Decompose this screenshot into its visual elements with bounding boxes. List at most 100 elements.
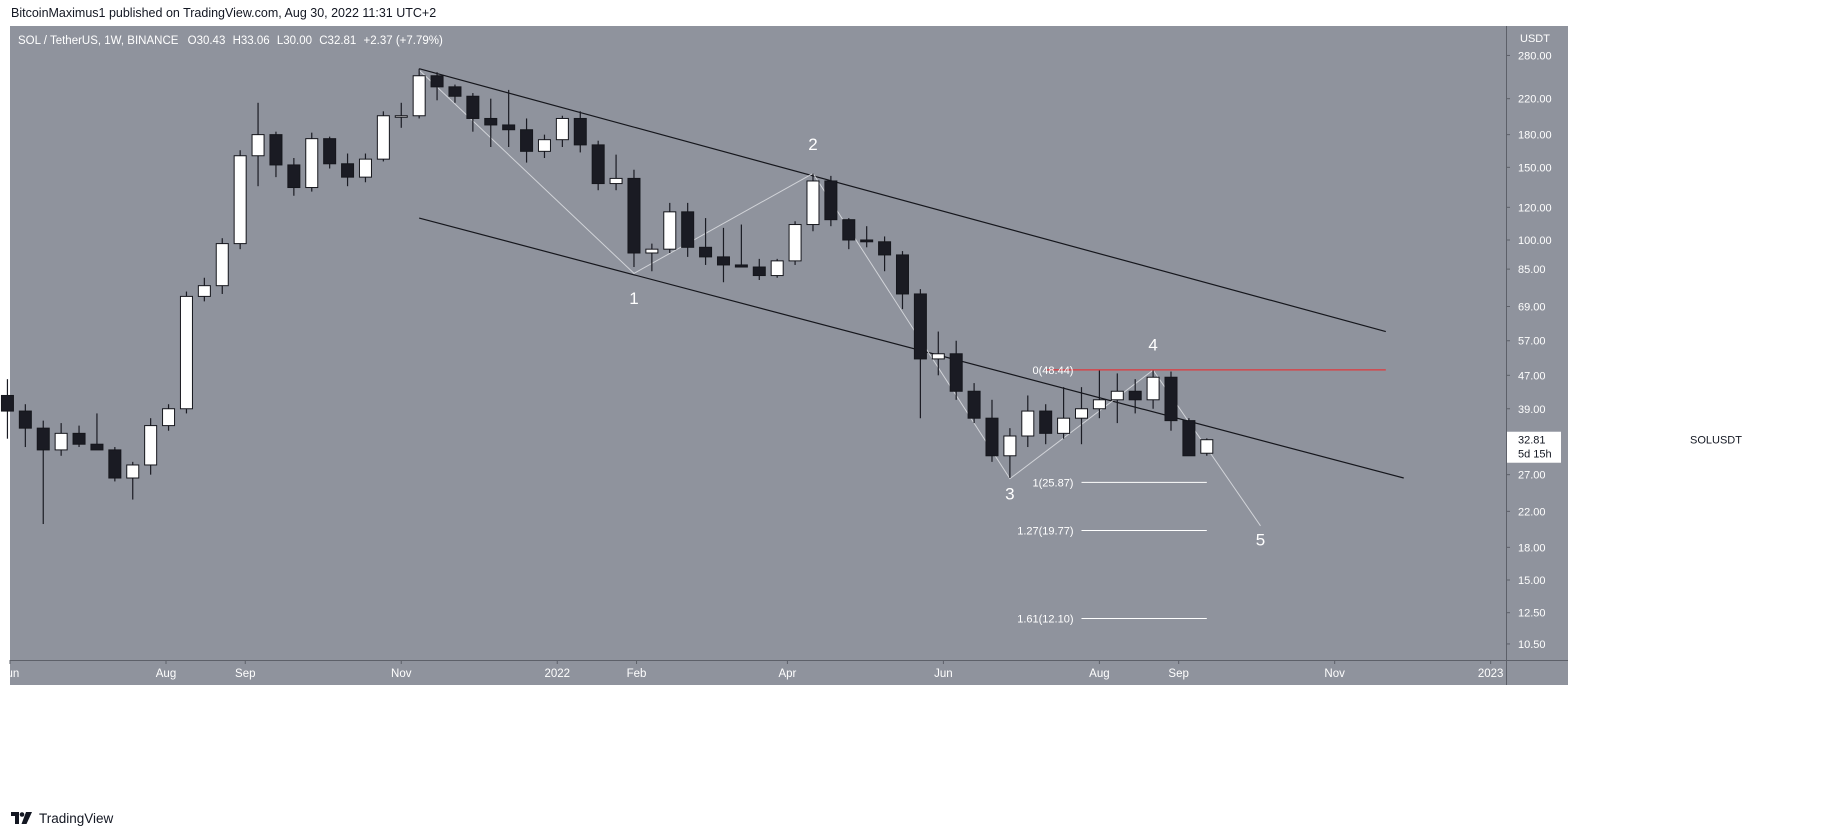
candle-body — [341, 163, 355, 178]
candle[interactable] — [1057, 387, 1071, 439]
candle[interactable] — [1039, 404, 1053, 445]
candle[interactable] — [502, 89, 516, 148]
candle[interactable] — [931, 331, 945, 376]
candle[interactable] — [215, 238, 229, 294]
candle[interactable] — [591, 140, 605, 191]
last-price-tag[interactable]: SOLUSDT 32.81 5d 15h — [1507, 431, 1748, 463]
candle[interactable] — [484, 98, 498, 148]
candle[interactable] — [144, 418, 158, 475]
candle-body — [645, 248, 659, 254]
candle-body — [430, 75, 444, 88]
candle[interactable] — [895, 251, 909, 310]
candle[interactable] — [90, 413, 104, 451]
candle[interactable] — [18, 404, 32, 448]
candle[interactable] — [341, 153, 355, 187]
candle[interactable] — [376, 111, 390, 162]
candle[interactable] — [878, 236, 892, 272]
candle-body — [1039, 410, 1053, 434]
candle[interactable] — [520, 118, 534, 163]
candle[interactable] — [663, 202, 677, 253]
candle[interactable] — [806, 173, 820, 232]
candle-body — [824, 180, 838, 221]
candle[interactable] — [394, 102, 408, 128]
candle[interactable] — [681, 202, 695, 257]
candle[interactable] — [54, 423, 68, 456]
candle-body — [1146, 376, 1160, 401]
candle[interactable] — [770, 258, 784, 278]
price-tick-label: 120.00 — [1518, 202, 1552, 214]
tradingview-brand: TradingView — [39, 810, 114, 826]
candle[interactable] — [1200, 438, 1214, 456]
candle[interactable] — [627, 169, 641, 268]
candle[interactable] — [555, 115, 569, 148]
candle[interactable] — [1074, 387, 1088, 445]
candle[interactable] — [179, 291, 193, 414]
candle[interactable] — [716, 227, 730, 283]
candle[interactable] — [126, 461, 140, 500]
candle[interactable] — [251, 102, 265, 187]
candle[interactable] — [305, 132, 319, 192]
candle[interactable] — [466, 93, 480, 132]
candle[interactable] — [842, 218, 856, 250]
legend-high: H33.06 — [233, 35, 270, 47]
tradingview-logo-icon — [11, 812, 32, 824]
publisher-header: BitcoinMaximus1 published on TradingView… — [11, 6, 437, 20]
candle-body — [520, 129, 534, 152]
candle[interactable] — [1110, 373, 1124, 424]
candle[interactable] — [860, 226, 874, 248]
candle[interactable] — [1092, 369, 1106, 419]
candle[interactable] — [108, 447, 122, 482]
lower-channel-line[interactable] — [419, 217, 1404, 479]
candle[interactable] — [609, 154, 623, 191]
fib-level-label: 0(48.44) — [1033, 365, 1074, 377]
candle[interactable] — [430, 72, 444, 101]
price-axis[interactable] — [1506, 26, 1568, 685]
time-tick-label: Sep — [235, 668, 255, 680]
candle[interactable] — [734, 224, 748, 268]
candle[interactable] — [1146, 369, 1160, 409]
candle[interactable] — [1128, 379, 1142, 414]
legend-close: C32.81 — [319, 35, 356, 47]
candle-body — [108, 449, 122, 479]
legend-change: +2.37 (+7.79%) — [364, 35, 443, 47]
time-tick-label: Nov — [391, 668, 412, 680]
price-tick-label: 12.50 — [1518, 608, 1546, 620]
candle[interactable] — [824, 175, 838, 227]
candle[interactable] — [1003, 428, 1017, 479]
candle[interactable] — [1021, 395, 1035, 448]
candle[interactable] — [269, 131, 283, 178]
candle[interactable] — [448, 84, 462, 103]
candle-body — [287, 164, 301, 189]
candle[interactable] — [72, 425, 86, 448]
candle[interactable] — [573, 111, 587, 153]
candle[interactable] — [197, 277, 211, 302]
candle[interactable] — [323, 136, 337, 169]
candle[interactable] — [645, 243, 659, 272]
candle[interactable] — [162, 404, 176, 431]
candle[interactable] — [985, 399, 999, 462]
candle[interactable] — [1182, 418, 1196, 457]
tradingview-footer[interactable]: TradingView — [11, 808, 113, 828]
wave-label: 2 — [808, 135, 817, 154]
candle[interactable] — [412, 68, 426, 119]
candle[interactable] — [949, 340, 963, 400]
candle[interactable] — [913, 289, 927, 419]
candle[interactable] — [967, 383, 981, 424]
candle[interactable] — [358, 153, 372, 183]
price-tag-value: 32.81 — [1518, 435, 1546, 447]
time-axis[interactable] — [10, 660, 1506, 685]
candle[interactable] — [788, 221, 802, 265]
candle[interactable] — [537, 134, 551, 159]
legend-low: L30.00 — [277, 35, 312, 47]
candle[interactable] — [36, 420, 50, 525]
candle[interactable] — [752, 258, 766, 280]
candle[interactable] — [699, 218, 713, 265]
candle[interactable] — [233, 150, 247, 250]
time-tick-label: Sep — [1168, 668, 1188, 680]
candle-body — [806, 180, 820, 226]
plot-area[interactable] — [10, 26, 1506, 660]
candle[interactable] — [1164, 371, 1178, 431]
candle[interactable] — [0, 379, 14, 439]
candle[interactable] — [287, 158, 301, 196]
